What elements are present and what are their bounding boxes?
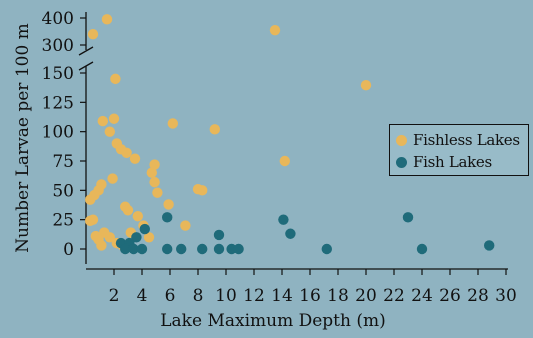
data-point (402, 212, 414, 223)
y-tick-label: 150 (42, 64, 74, 84)
data-point (279, 155, 290, 167)
data-point (360, 80, 372, 91)
y-tick-label: 25 (52, 211, 74, 231)
data-point (162, 243, 173, 255)
data-point (128, 243, 139, 255)
data-point (146, 167, 157, 178)
data-point (269, 24, 281, 36)
x-tick-label: 8 (193, 286, 204, 306)
data-point (149, 159, 160, 170)
data-point (197, 243, 208, 255)
data-point (110, 73, 121, 85)
data-point (416, 243, 428, 255)
x-tick-label: 4 (137, 286, 148, 306)
data-point (213, 229, 225, 241)
data-point (176, 243, 187, 255)
data-point (278, 214, 289, 225)
data-point (97, 115, 109, 127)
y-axis-title: Number Larvae per 100 m (13, 23, 33, 253)
legend-item-fishless: Fishless Lakes (396, 130, 520, 150)
series-fishless-lakes (85, 14, 372, 251)
data-point (132, 210, 143, 222)
data-point (104, 126, 116, 137)
data-point (104, 232, 116, 243)
data-point (101, 14, 113, 25)
data-point (209, 124, 220, 135)
x-tick-label: 20 (355, 286, 377, 306)
data-point (131, 232, 142, 243)
legend-label-fish: Fish Lakes (413, 153, 492, 171)
y-tick-label: 400 (42, 9, 74, 29)
x-axis-title: Lake Maximum Depth (m) (160, 311, 386, 331)
data-point (152, 187, 163, 198)
data-points (85, 14, 495, 255)
x-tick-label: 18 (327, 286, 349, 306)
axis-break-mark (78, 46, 94, 56)
x-tick-label: 28 (467, 286, 489, 306)
data-point (321, 243, 332, 255)
legend: Fishless Lakes Fish Lakes (389, 124, 529, 176)
x-tick-label: 22 (383, 286, 405, 306)
x-tick-label: 14 (271, 286, 293, 306)
data-point (136, 243, 148, 255)
x-tick-label: 16 (299, 286, 321, 306)
data-point (93, 234, 104, 245)
data-point (484, 240, 495, 251)
legend-marker-fishless (396, 134, 407, 146)
data-point (85, 215, 96, 227)
data-point (197, 185, 208, 196)
data-point (122, 205, 134, 216)
x-tick-label: 2 (109, 286, 120, 306)
legend-item-fish: Fish Lakes (396, 152, 492, 172)
x-tick-label: 26 (439, 286, 461, 306)
data-point (121, 147, 132, 158)
y-tick-label: 50 (52, 181, 74, 201)
y-tick-label: 300 (42, 36, 74, 56)
data-point (149, 176, 160, 188)
data-point (167, 118, 178, 129)
y-tick-label: 0 (63, 240, 74, 260)
y-tick-label: 75 (52, 152, 74, 172)
legend-marker-fish (396, 156, 407, 168)
data-point (139, 223, 150, 235)
data-point (180, 220, 191, 231)
data-point (143, 232, 155, 243)
data-point (285, 228, 296, 239)
y-tick-label: 125 (42, 93, 74, 113)
data-point (120, 243, 131, 255)
x-tick-label: 12 (243, 286, 265, 306)
legend-label-fishless: Fishless Lakes (413, 131, 520, 149)
series-fish-lakes (115, 212, 495, 255)
x-tick-label: 10 (215, 286, 237, 306)
data-point (87, 29, 99, 40)
x-tick-label: 6 (165, 286, 176, 306)
data-point (107, 173, 118, 184)
data-point (163, 199, 174, 210)
data-point (162, 212, 173, 223)
data-point (129, 153, 141, 164)
y-tick-label: 100 (42, 123, 74, 143)
axis-labels: Lake Maximum Depth (m) Number Larvae per… (13, 23, 386, 331)
data-point (85, 194, 96, 205)
data-point (233, 243, 244, 255)
x-tick-label: 24 (411, 286, 433, 306)
data-point (108, 113, 120, 124)
x-tick-label: 30 (495, 286, 517, 306)
data-point (213, 243, 225, 255)
axis-break-mark (78, 61, 94, 71)
